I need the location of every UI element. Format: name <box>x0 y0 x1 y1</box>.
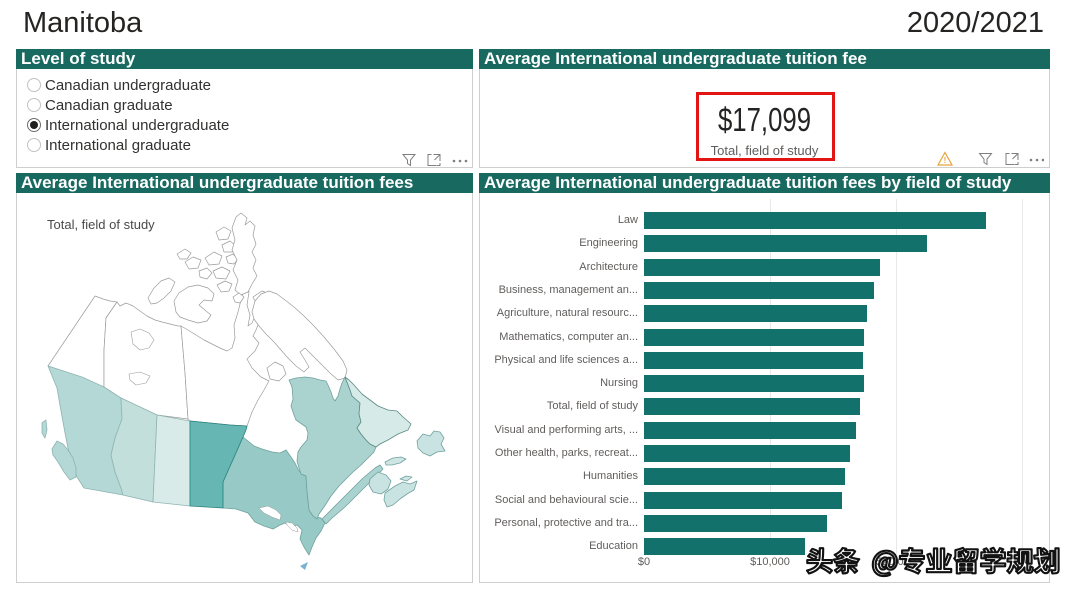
svg-text:!: ! <box>944 156 947 165</box>
